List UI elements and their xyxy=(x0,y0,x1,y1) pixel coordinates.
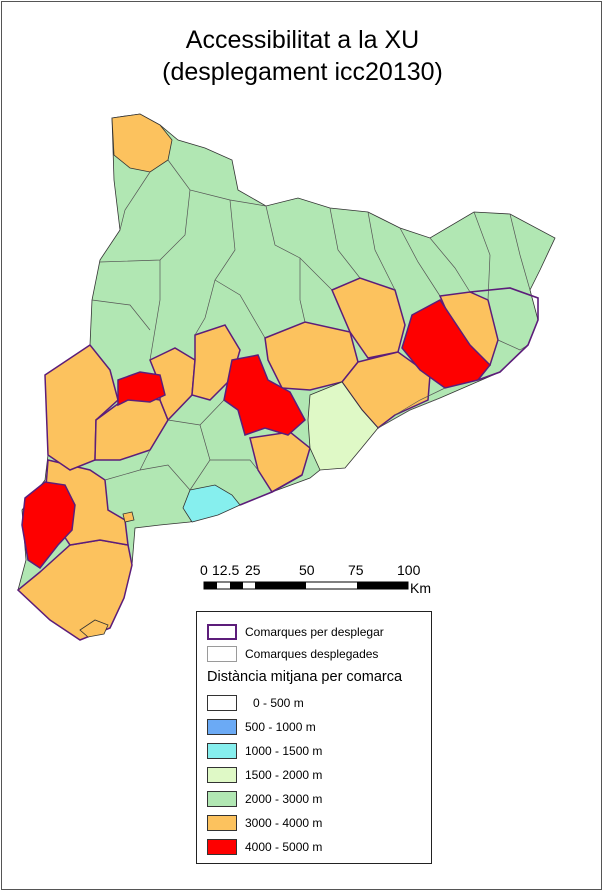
legend-label-class-6: 4000 - 5000 m xyxy=(245,840,323,854)
legend-label-class-2: 1000 - 1500 m xyxy=(245,744,323,758)
legend-row-class-5: 3000 - 4000 m xyxy=(207,814,322,832)
legend-label-class-4: 2000 - 3000 m xyxy=(245,792,323,806)
region-barcelones xyxy=(307,381,379,471)
legend-label-desplegades: Comarques desplegades xyxy=(245,647,379,661)
legend-swatch-class-5 xyxy=(207,815,237,831)
title-line-1: Accessibilitat a la XU xyxy=(185,26,420,54)
legend-label-class-5: 3000 - 4000 m xyxy=(245,816,323,830)
coast-purple-outline xyxy=(469,287,539,381)
legend-row-class-2: 1000 - 1500 m xyxy=(207,742,322,760)
legend-swatch-class-1 xyxy=(207,719,237,735)
legend-row-class-1: 500 - 1000 m xyxy=(207,718,316,736)
legend-swatch-per-desplegar xyxy=(207,624,237,640)
region-tarragones xyxy=(182,484,241,523)
legend-row-class-4: 2000 - 3000 m xyxy=(207,790,322,808)
legend-label-class-1: 500 - 1000 m xyxy=(245,720,316,734)
scale-bar: 0 12.5 25 50 75 100 Km xyxy=(196,562,446,598)
legend-swatch-class-2 xyxy=(207,743,237,759)
map-title: Accessibilitat a la XU (desplegament icc… xyxy=(0,24,605,88)
legend-row-class-6: 4000 - 5000 m xyxy=(207,838,322,856)
legend-label-class-0: 0 - 500 m xyxy=(253,696,304,710)
legend: Comarques per desplegar Comarques desple… xyxy=(196,611,432,864)
scale-label-12-5: 12.5 xyxy=(212,562,240,578)
scale-bar-graphic xyxy=(203,581,409,590)
ebre-delta xyxy=(79,619,109,638)
legend-swatch-class-3 xyxy=(207,767,237,783)
region-anoia-red xyxy=(223,354,306,436)
legend-label-class-3: 1500 - 2000 m xyxy=(245,768,323,782)
legend-swatch-class-6 xyxy=(207,839,237,855)
region-baix-penedes-small xyxy=(122,511,135,523)
scale-label-50: 50 xyxy=(299,562,315,578)
legend-swatch-class-4 xyxy=(207,791,237,807)
legend-swatch-desplegades xyxy=(207,646,237,662)
legend-swatch-class-0 xyxy=(207,695,237,711)
region-osona xyxy=(331,277,406,359)
legend-label-per-desplegar: Comarques per desplegar xyxy=(245,625,384,639)
legend-heading: Distància mitjana per comarca xyxy=(207,669,403,685)
scale-label-100: 100 xyxy=(397,562,421,578)
legend-row-class-3: 1500 - 2000 m xyxy=(207,766,322,784)
title-line-2: (desplegament icc20130) xyxy=(162,58,443,86)
legend-row-per-desplegar: Comarques per desplegar xyxy=(207,623,384,641)
legend-row-class-0: 0 - 500 m xyxy=(207,694,304,712)
comarca-boundaries xyxy=(91,159,531,491)
scale-unit: Km xyxy=(410,580,431,596)
coast-purple-outline-central xyxy=(239,474,303,506)
scale-label-25: 25 xyxy=(245,562,261,578)
scale-label-75: 75 xyxy=(348,562,364,578)
scale-label-0: 0 xyxy=(200,562,208,578)
region-montsia-red xyxy=(21,481,76,570)
legend-row-desplegades: Comarques desplegades xyxy=(207,645,378,663)
region-urgell-red xyxy=(117,371,166,407)
